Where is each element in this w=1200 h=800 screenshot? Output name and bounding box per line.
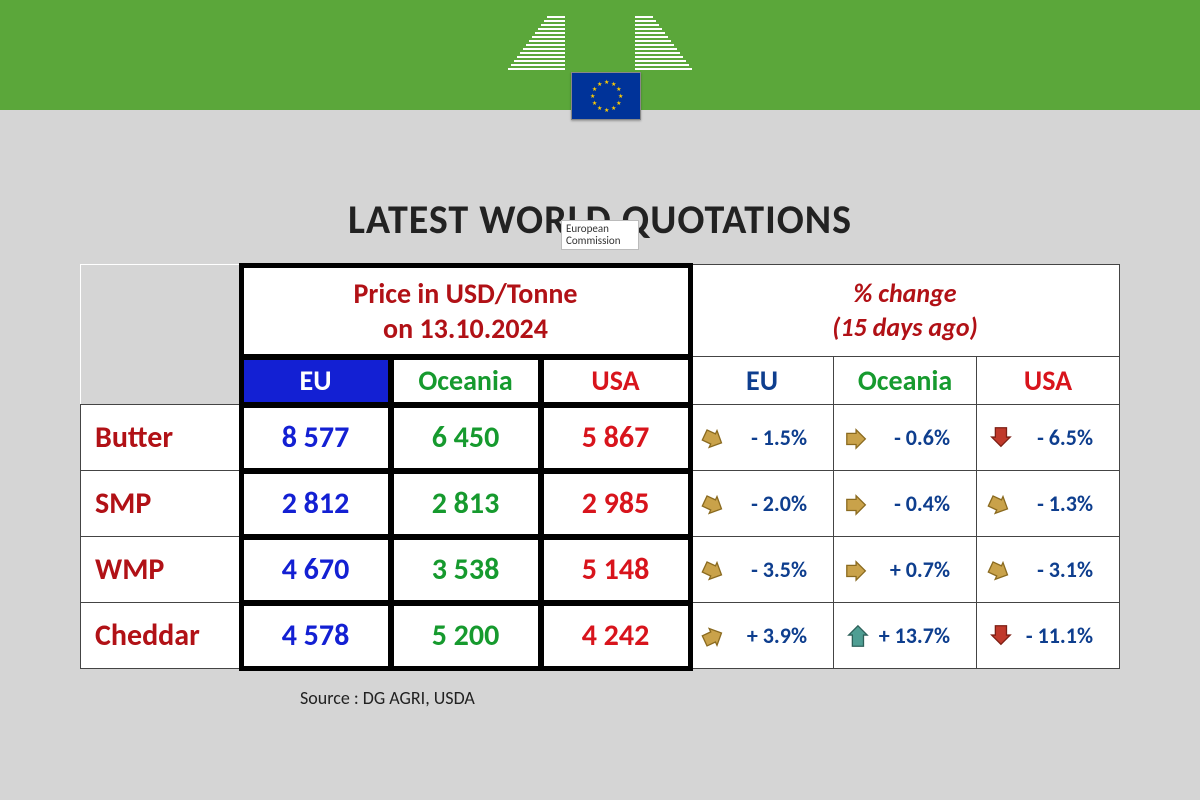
logo-caption-l1: European [566,222,609,235]
price-oceania: 6 450 [391,405,541,471]
change-usa: - 11.1% [977,603,1120,669]
trend-arrow-icon [844,557,870,583]
row-label: SMP [81,471,241,537]
price-eu: 4 578 [241,603,391,669]
price-usa: 5 867 [541,405,691,471]
price-oceania: 3 538 [391,537,541,603]
price-usa: 4 242 [541,603,691,669]
change-header-l2: (15 days ago) [691,311,1119,345]
price-eu: 2 812 [241,471,391,537]
change-usa: - 1.3% [977,471,1120,537]
row-label: Butter [81,405,241,471]
source-note: Source : DG AGRI, USDA [300,687,1140,709]
trend-arrow-icon [987,557,1013,583]
trend-arrow-icon [987,623,1013,649]
eu-flag: ★★★★★★★★★★★★ [571,72,641,120]
price-header: Price in USD/Tonne on 13.10.2024 [241,265,691,357]
quotations-table: Price in USD/Tonne on 13.10.2024 % chang… [80,264,1120,669]
change-eu: - 3.5% [691,537,834,603]
trend-arrow-icon [701,623,727,649]
logo-bars: ★★★★★★★★★★★★ [510,10,690,70]
trend-arrow-icon [701,491,727,517]
trend-arrow-icon [987,491,1013,517]
change-header-l1: % change [691,277,1119,311]
col-eu-change: EU [691,357,834,405]
logo-caption: European Commission [561,220,639,250]
price-usa: 2 985 [541,471,691,537]
change-oceania: + 13.7% [834,603,977,669]
change-oceania: - 0.6% [834,405,977,471]
row-label: WMP [81,537,241,603]
price-header-l1: Price in USD/Tonne [241,276,690,311]
change-eu: - 2.0% [691,471,834,537]
ec-logo: ★★★★★★★★★★★★ European Commission [500,10,700,170]
change-eu: + 3.9% [691,603,834,669]
change-header: % change (15 days ago) [691,265,1120,357]
logo-caption-l2: Commission [566,234,620,247]
trend-arrow-icon [987,425,1013,451]
change-eu: - 1.5% [691,405,834,471]
col-oceania-price: Oceania [391,357,541,405]
col-eu-price: EU [241,357,391,405]
price-header-l2: on 13.10.2024 [241,311,690,346]
price-usa: 5 148 [541,537,691,603]
change-usa: - 6.5% [977,405,1120,471]
change-usa: - 3.1% [977,537,1120,603]
trend-arrow-icon [844,623,870,649]
trend-arrow-icon [701,557,727,583]
col-usa-change: USA [977,357,1120,405]
change-oceania: + 0.7% [834,537,977,603]
trend-arrow-icon [844,491,870,517]
row-label: Cheddar [81,603,241,669]
col-usa-price: USA [541,357,691,405]
col-oceania-change: Oceania [834,357,977,405]
trend-arrow-icon [844,425,870,451]
price-eu: 8 577 [241,405,391,471]
price-eu: 4 670 [241,537,391,603]
change-oceania: - 0.4% [834,471,977,537]
price-oceania: 5 200 [391,603,541,669]
trend-arrow-icon [701,425,727,451]
price-oceania: 2 813 [391,471,541,537]
header-band: ★★★★★★★★★★★★ European Commission [0,0,1200,110]
